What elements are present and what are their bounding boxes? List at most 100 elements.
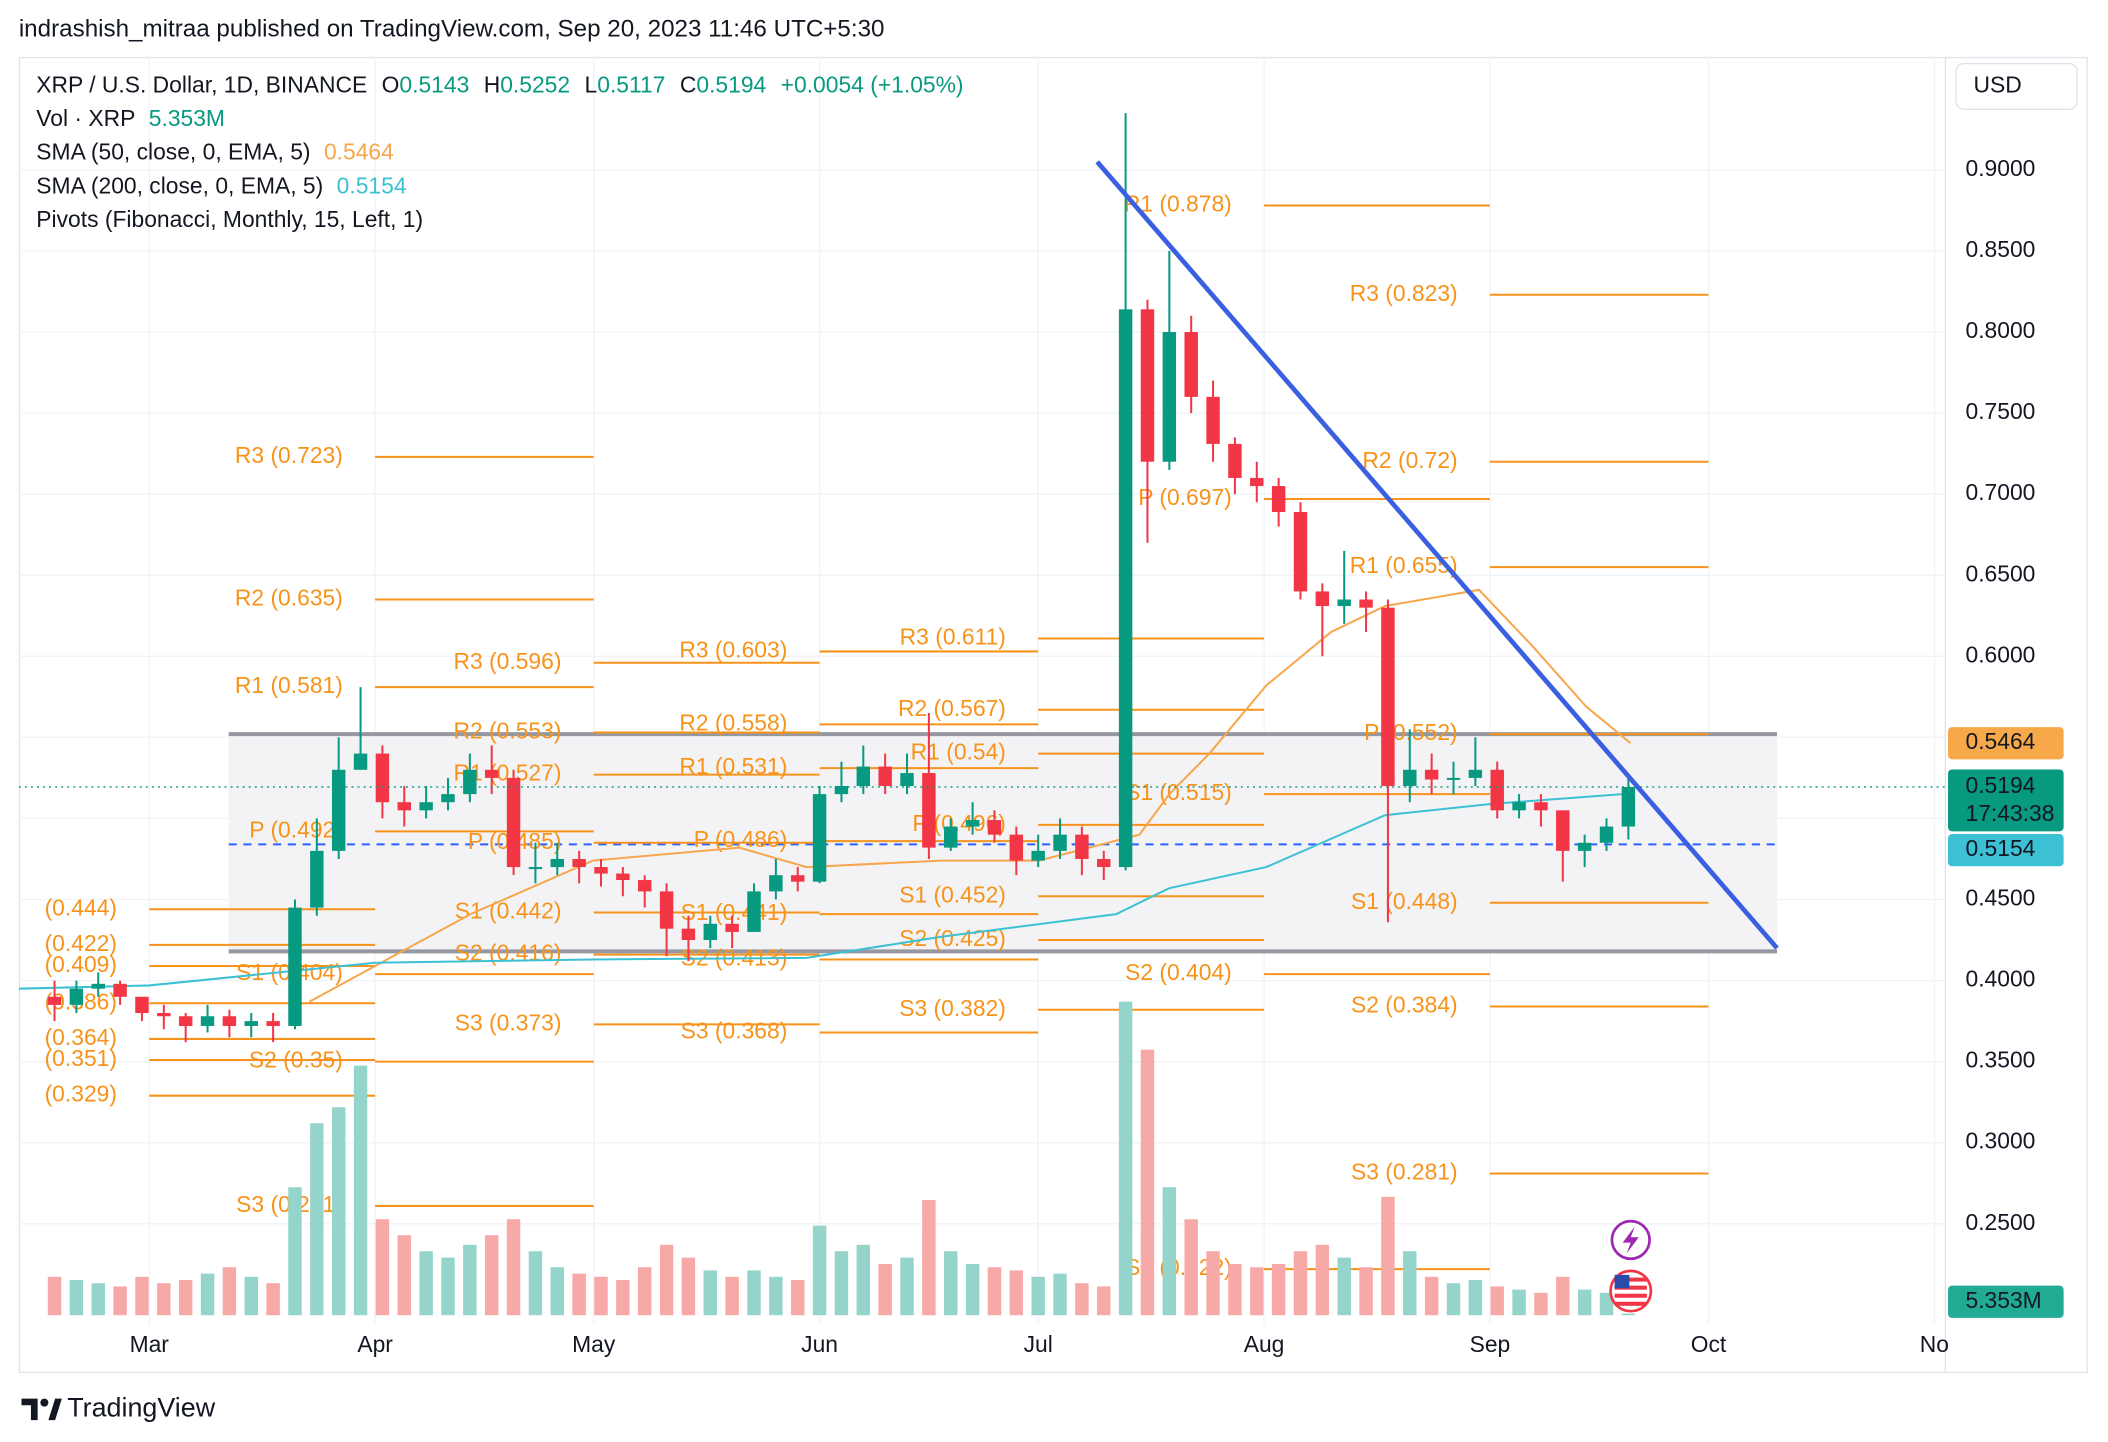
volume-bar	[812, 1225, 827, 1316]
candle-body	[900, 773, 914, 787]
volume-bar	[1228, 1264, 1242, 1316]
volume-bar	[1621, 1313, 1636, 1316]
plot: (0.444)(0.422)(0.409)(0.386)(0.364)(0.35…	[18, 56, 1946, 1325]
volume-bar	[1577, 1289, 1592, 1316]
candle-body	[463, 769, 477, 795]
trendline	[1095, 160, 1779, 950]
volume-bar	[965, 1264, 980, 1316]
volume-bar	[397, 1235, 411, 1316]
volume-bar	[419, 1251, 433, 1316]
candle-body	[1118, 309, 1133, 868]
header: indrashish_mitraa published on TradingVi…	[19, 15, 885, 42]
candle-body	[1599, 826, 1614, 843]
pivot-label: P (0.552)	[1364, 719, 1458, 745]
candle-body	[222, 1016, 237, 1026]
volume-bar	[1534, 1292, 1548, 1316]
candle-body	[1271, 486, 1286, 512]
candle-body	[506, 777, 521, 868]
candle-body	[353, 753, 368, 770]
currency-box[interactable]	[1955, 62, 2078, 110]
volume-bar	[1403, 1251, 1417, 1316]
volume-bar	[725, 1276, 739, 1316]
pivot-label: R1 (0.581)	[235, 672, 343, 698]
pivot-label: S1 (0.442)	[455, 898, 562, 924]
volume-bar	[47, 1276, 62, 1316]
pivot-label: R1 (0.655)	[1350, 552, 1458, 578]
volume-bar	[288, 1187, 302, 1316]
candle-body	[266, 1021, 280, 1026]
candle-body	[1315, 591, 1330, 607]
candle-body	[1206, 396, 1220, 444]
volume-bar	[310, 1123, 324, 1316]
candle-body	[1556, 810, 1570, 851]
y-tick-label: 0.3500	[1965, 1047, 2035, 1073]
legend-pivots: Pivots (Fibonacci, Monthly, 15, Left, 1)	[36, 206, 423, 232]
countdown: 17:43:38	[1965, 800, 2054, 826]
candle-body	[856, 766, 871, 787]
candle-body	[1621, 786, 1636, 827]
candle-body	[1184, 332, 1198, 397]
volume-bar	[69, 1280, 84, 1316]
y-tick-label: 0.6000	[1965, 641, 2035, 667]
volume-bar	[1271, 1264, 1286, 1316]
flag-icon[interactable]	[1609, 1269, 1653, 1313]
candle-body	[659, 891, 674, 929]
volume-bar	[616, 1280, 630, 1316]
event-icon[interactable]	[1610, 1219, 1651, 1261]
volume-bar	[594, 1276, 608, 1316]
volume-bar	[681, 1257, 696, 1316]
candle-body	[178, 1016, 193, 1026]
candle-body	[1075, 834, 1089, 859]
candle-body	[965, 820, 980, 827]
candle-body	[922, 773, 936, 848]
legend-volume: Vol · XRP 5.353M	[36, 105, 225, 131]
sma200-badge	[1948, 834, 2064, 867]
volume-bar	[1162, 1187, 1177, 1316]
candle-body	[1468, 769, 1483, 778]
candle-body	[834, 786, 849, 795]
pivot-label: (0.329)	[45, 1081, 117, 1107]
volume-bar	[266, 1283, 280, 1316]
candle-body	[1424, 769, 1439, 780]
volume-bar	[222, 1267, 237, 1316]
candle-body	[572, 858, 586, 868]
y-tick-label: 0.2500	[1965, 1209, 2035, 1235]
volume-bar	[1556, 1276, 1570, 1316]
volume-bar	[987, 1267, 1002, 1316]
pivot-label: (0.444)	[45, 894, 117, 920]
candle-body	[244, 1021, 258, 1026]
volume-bar	[878, 1264, 892, 1316]
x-tick-label: Jun	[801, 1331, 838, 1357]
pivot-label: S1 (0.441)	[681, 899, 788, 925]
candle-body	[1162, 332, 1177, 462]
pivot-label: P (0.492)	[249, 816, 343, 842]
volume-bar	[1424, 1276, 1439, 1316]
candle-body	[1403, 769, 1417, 787]
y-tick-label: 0.9000	[1965, 155, 2035, 181]
pivot-label: S3 (0.281)	[1351, 1159, 1458, 1185]
candle-body	[441, 794, 455, 803]
candle-body	[91, 983, 105, 989]
sma50-badge-text: 0.5464	[1965, 728, 2035, 754]
candle-body	[637, 880, 652, 892]
sma50-badge	[1948, 727, 2064, 760]
h-value: 0.5252	[500, 71, 570, 97]
pivot-label: R2 (0.553)	[454, 718, 562, 744]
volume-bar	[703, 1270, 718, 1316]
logo	[21, 1398, 62, 1421]
currency[interactable]: USD	[1974, 71, 2022, 97]
x-tick-label: Jul	[1024, 1331, 1053, 1357]
candle-body	[375, 753, 390, 803]
sma200-value: 0.5154	[337, 172, 407, 198]
y-tick-label: 0.8500	[1965, 236, 2035, 262]
symbol: XRP / U.S. Dollar, 1D, BINANCE	[36, 71, 367, 97]
candle-body	[1337, 599, 1351, 607]
candle-body	[1381, 607, 1395, 787]
pivot-label: R2 (0.635)	[235, 585, 343, 611]
c-value: 0.5194	[696, 71, 766, 97]
legend-sma200: SMA (200, close, 0, EMA, 5) 0.5154	[36, 172, 407, 198]
candle-body	[703, 923, 718, 941]
pivot-label: S3 (0.373)	[455, 1009, 562, 1035]
pivot-label: P (0.697)	[1138, 484, 1232, 510]
